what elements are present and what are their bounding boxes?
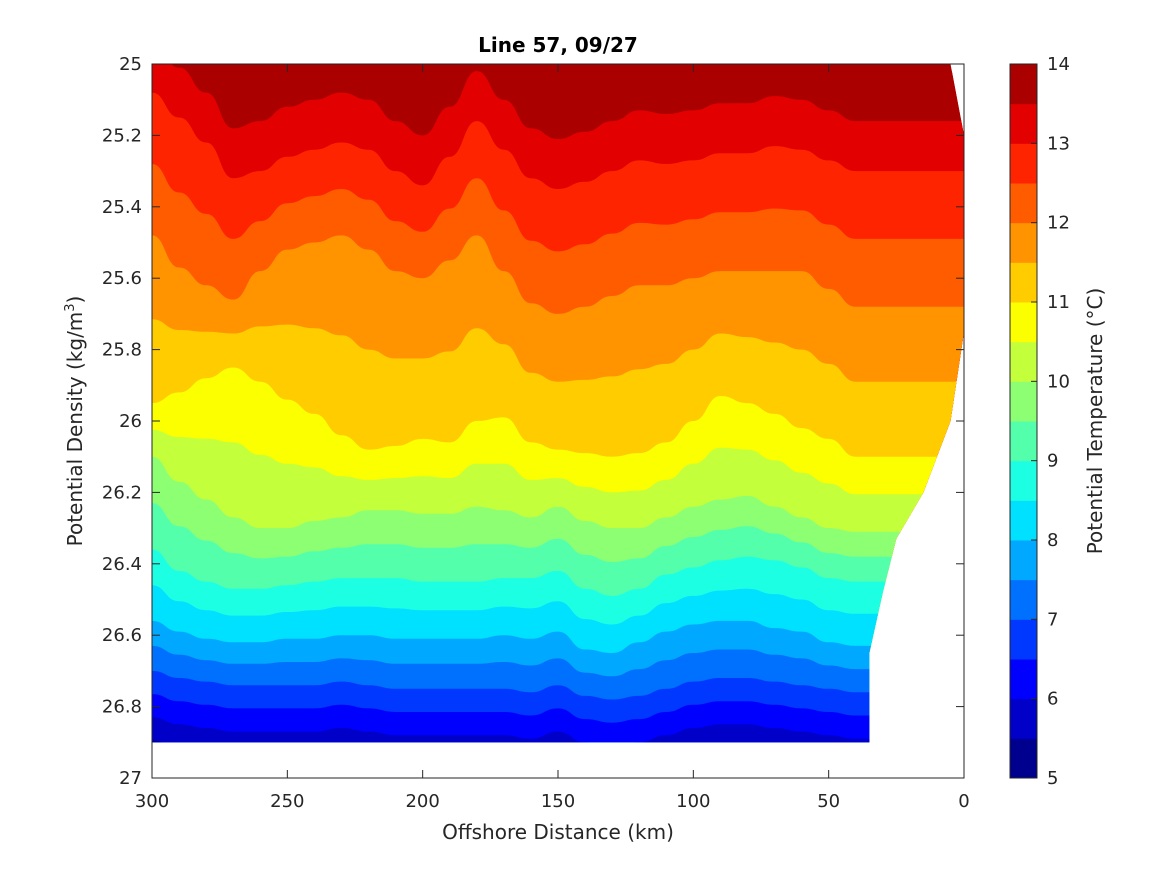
y-tick-label: 25.4 [102, 197, 142, 218]
x-axis-ticks: 300 250 200 150 100 50 0 [135, 64, 970, 812]
x-tick-label: 200 [405, 791, 439, 812]
x-tick-label: 150 [541, 791, 575, 812]
y-axis-title-text: Potential Density (kg/m [63, 312, 87, 547]
y-tick-label: 26.4 [102, 554, 142, 575]
x-tick-label: 300 [135, 791, 169, 812]
colorbar-segment [1010, 460, 1037, 501]
colorbar-segment [1010, 341, 1037, 382]
colorbar-segment [1010, 659, 1037, 700]
colorbar-segment [1010, 143, 1037, 184]
colorbar-tick-label: 14 [1047, 54, 1070, 75]
colorbar-segment [1010, 262, 1037, 303]
colorbar-title: Potential Temperature (°C) [1083, 288, 1107, 555]
y-axis-ticks: 25 25.2 25.4 25.6 25.8 26 26.2 26.4 26.6 26.8 27 [102, 54, 964, 789]
band-level-5.5 [152, 717, 964, 743]
y-tick-label: 27 [119, 768, 142, 789]
colorbar-segment [1010, 500, 1037, 541]
contour-bands [152, 64, 964, 743]
contour-band-group [152, 64, 964, 743]
colorbar-tick-label: 5 [1047, 768, 1058, 789]
y-tick-label: 25.6 [102, 268, 142, 289]
colorbar-segment [1010, 698, 1037, 739]
x-tick-label: 0 [958, 791, 969, 812]
colorbar-segment [1010, 381, 1037, 422]
x-tick-label: 50 [817, 791, 840, 812]
colorbar-tick-label: 13 [1047, 133, 1070, 154]
colorbar-segment [1010, 302, 1037, 343]
colorbar-tick-label: 10 [1047, 371, 1070, 392]
x-tick-label: 250 [270, 791, 304, 812]
y-axis-title: Potential Density (kg/m3) [63, 296, 87, 547]
colorbar-tick-label: 11 [1047, 292, 1070, 313]
colorbar-segment [1010, 579, 1037, 620]
y-tick-label: 26.2 [102, 482, 142, 503]
colorbar-frame [1009, 63, 1038, 779]
y-tick-label: 26.6 [102, 625, 142, 646]
colorbar-tick-label: 9 [1047, 451, 1058, 472]
colorbar-tick-label: 7 [1047, 609, 1058, 630]
colorbar-segment [1010, 222, 1037, 263]
colorbar-segment [1010, 738, 1037, 779]
chart-title: Line 57, 09/27 [478, 33, 638, 57]
colorbar-ticks: 5 6 7 8 9 10 11 12 13 14 [1031, 54, 1070, 789]
y-tick-label: 25.2 [102, 125, 142, 146]
colorbar-segment [1010, 619, 1037, 660]
colorbar-segment [1010, 540, 1037, 581]
x-tick-label: 100 [676, 791, 710, 812]
colorbar-segment [1010, 183, 1037, 224]
colorbar [1009, 63, 1038, 779]
y-tick-label: 26.8 [102, 697, 142, 718]
colorbar-segment [1010, 421, 1037, 462]
y-axis-title-superscript: 3 [63, 303, 78, 311]
x-axis-title: Offshore Distance (km) [442, 820, 674, 844]
colorbar-tick-label: 12 [1047, 213, 1070, 234]
y-tick-label: 25.8 [102, 340, 142, 361]
y-axis-title-close: ) [63, 296, 87, 304]
colorbar-tick-label: 6 [1047, 689, 1058, 710]
y-tick-label: 25 [119, 54, 142, 75]
colorbar-segment [1010, 103, 1037, 144]
y-tick-label: 26 [119, 411, 142, 432]
colorbar-segment [1010, 64, 1037, 105]
colorbar-tick-label: 8 [1047, 530, 1058, 551]
